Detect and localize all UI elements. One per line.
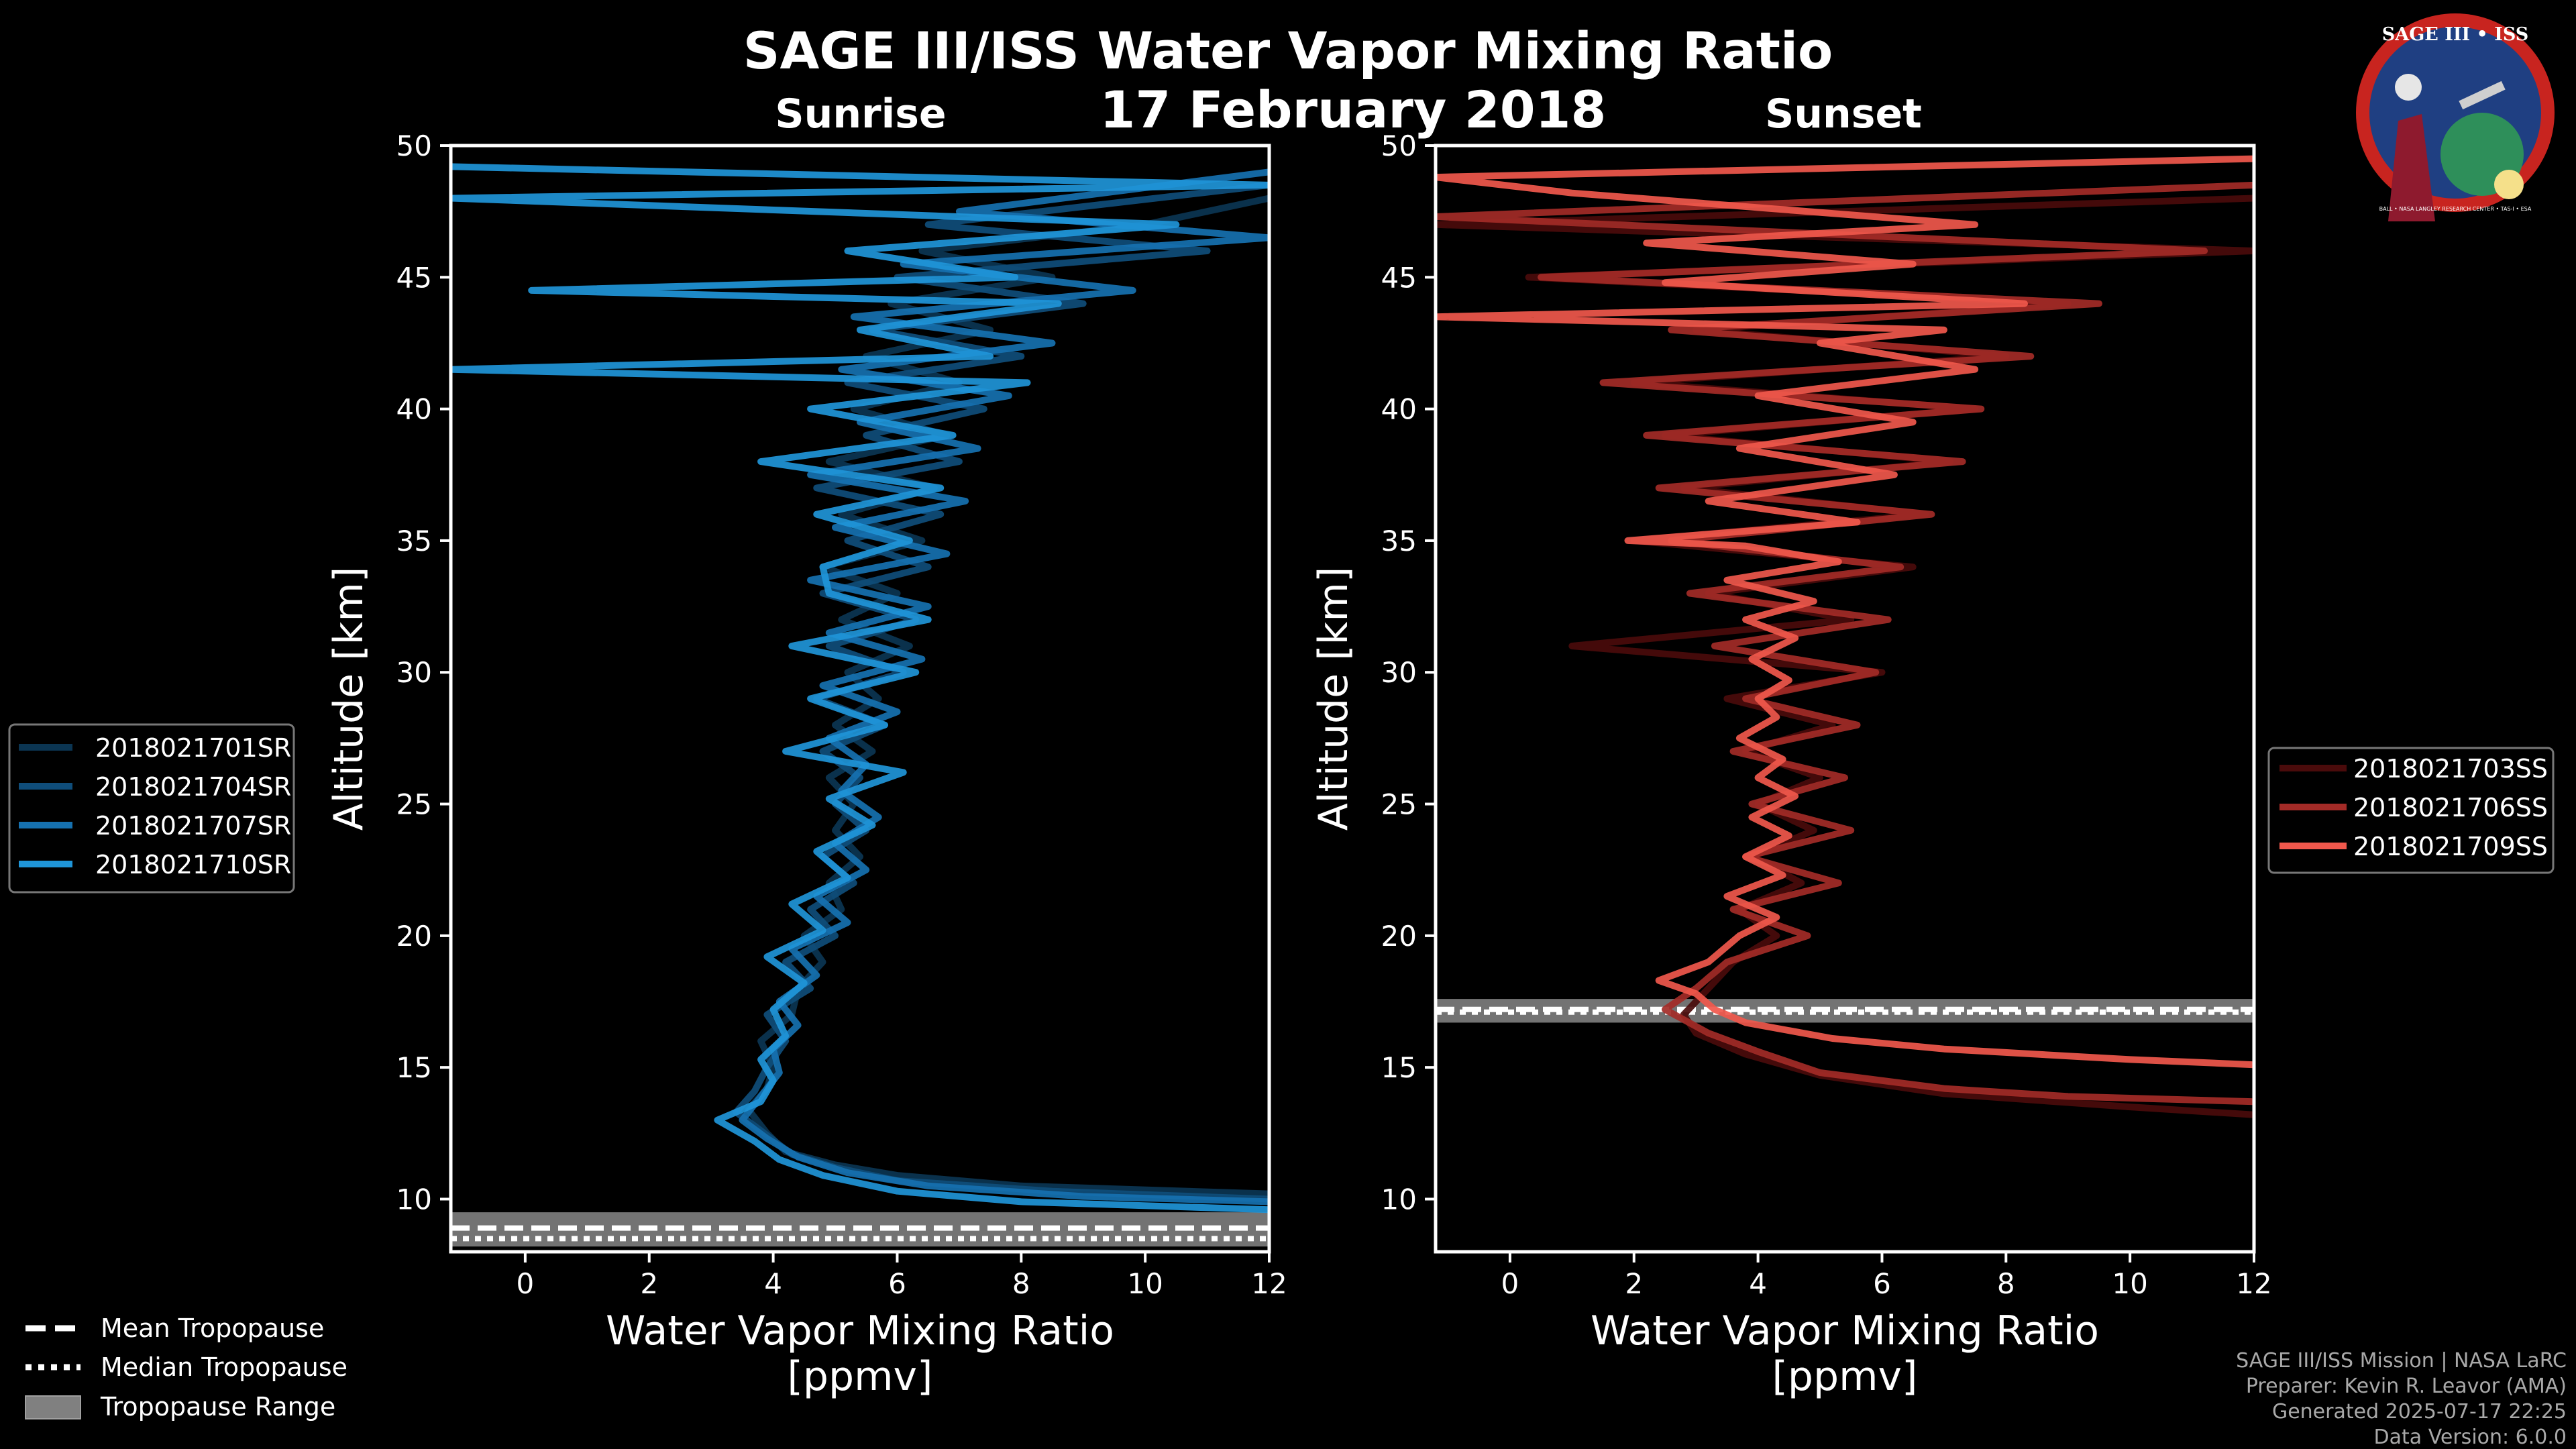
astronomer-figure-icon: [2388, 114, 2435, 221]
sunset-title: Sunset: [1765, 91, 1922, 138]
sunset-legend-label-2018021703SS: 2018021703SS: [2353, 754, 2548, 784]
sunset-x-tick-label: 4: [1749, 1267, 1767, 1300]
sunset-legend-items: 2018021703SS 2018021706SS 2018021709SS: [2279, 754, 2548, 861]
sunrise-legend-items: 2018021701SR 2018021704SR 2018021707SR 2018…: [19, 733, 291, 879]
logo-name: SAGE III • ISS: [2382, 24, 2528, 45]
figure-title: SAGE III/ISS Water Vapor Mixing Ratio: [743, 21, 1833, 80]
sunset-legend-label-2018021709SS: 2018021709SS: [2353, 832, 2548, 861]
sunrise-axes-frame: [449, 144, 1271, 1254]
sunset-series-line-2018021706SS: [1436, 181, 2254, 1106]
mean-tropopause-label: Mean Tropopause: [101, 1313, 324, 1343]
sunset-y-tick-label: 15: [1381, 1051, 1417, 1084]
sunset-x-axis-label: [ppmv]: [1772, 1353, 1918, 1400]
sunset-x-tick-label: 12: [2236, 1267, 2271, 1300]
sunrise-legend-label-2018021707SR: 2018021707SR: [95, 811, 291, 841]
credit-mission: SAGE III/ISS Mission | NASA LaRC: [2236, 1349, 2567, 1373]
sunrise-series-line-2018021710SR: [451, 163, 1269, 1214]
sunrise-plot-area: [451, 163, 1269, 1247]
sunrise-x-tick-label: 8: [1012, 1267, 1030, 1300]
sunset-axes-frame: [1434, 144, 2256, 1254]
sunrise-legend-label-2018021701SR: 2018021701SR: [95, 733, 291, 763]
sunset-y-tick-label: 30: [1381, 656, 1417, 689]
credit-generated: Generated 2025-07-17 22:25: [2272, 1400, 2567, 1424]
sunset-y-tick-label: 50: [1381, 129, 1417, 162]
sunrise-legend: 2018021701SR 2018021704SR 2018021707SR 2018…: [8, 723, 295, 894]
sunset-x-axis-label: Water Vapor Mixing Ratio: [1591, 1307, 2099, 1354]
sunset-x-tick-label: 0: [1501, 1267, 1519, 1300]
sunrise-y-tick-label: 10: [396, 1183, 432, 1216]
sunset-y-tick-label: 35: [1381, 525, 1417, 557]
sunset-y-tick-label: 10: [1381, 1183, 1417, 1216]
logo-ring-text: BALL • NASA LANGLEY RESEARCH CENTER • TA…: [2379, 206, 2532, 212]
sunrise-y-tick-label: 20: [396, 920, 432, 953]
space-station-icon: [2459, 80, 2506, 110]
sunset-plot-area: [1436, 155, 2254, 1118]
sunset-x-tick-label: 10: [2112, 1267, 2147, 1300]
sunrise-x-tick-label: 10: [1127, 1267, 1163, 1300]
credit-data-version: Data Version: 6.0.0: [2374, 1426, 2567, 1449]
sunrise-y-tick-label: 45: [396, 261, 432, 294]
sunset-series-line-2018021709SS: [1436, 155, 2254, 1069]
sunset-y-tick-label: 40: [1381, 393, 1417, 426]
sunrise-y-tick-label: 30: [396, 656, 432, 689]
sunset-x-tick-label: 8: [1997, 1267, 2015, 1300]
sunrise-y-tick-label: 40: [396, 393, 432, 426]
sunrise-title: Sunrise: [775, 91, 946, 138]
tropopause-legend: Mean Tropopause Median Tropopause Tropop…: [25, 1313, 347, 1421]
sunset-legend-box: [2267, 747, 2555, 874]
credits: SAGE III/ISS Mission | NASA LaRC Prepare…: [2236, 1349, 2567, 1449]
sunrise-legend-label-2018021710SR: 2018021710SR: [95, 850, 291, 879]
sunrise-x-tick-label: 0: [517, 1267, 535, 1300]
sunrise-x-tick-label: 12: [1251, 1267, 1287, 1300]
sunset-y-tick-label: 25: [1381, 788, 1417, 821]
sunset-legend: 2018021703SS 2018021706SS 2018021709SS: [2267, 747, 2555, 874]
figure-date: 17 February 2018: [1100, 80, 1607, 140]
sunrise-y-tick-label: 25: [396, 788, 432, 821]
tropopause-range-label: Tropopause Range: [100, 1392, 335, 1421]
sunset-x-tick-label: 6: [1873, 1267, 1891, 1300]
sunrise-x-tick-label: 2: [640, 1267, 658, 1300]
mission-logo: SAGE III • ISS BALL • NASA LANGLEY RESEA…: [2356, 13, 2555, 221]
moon-icon: [2395, 74, 2422, 101]
credit-preparer: Preparer: Kevin R. Leavor (AMA): [2246, 1375, 2567, 1398]
tropopause-range-swatch: [25, 1395, 81, 1419]
median-tropopause-label: Median Tropopause: [101, 1352, 347, 1382]
sunrise-x-axis-label: [ppmv]: [788, 1353, 933, 1400]
sunrise-y-tick-label: 50: [396, 129, 432, 162]
sunrise-chart: 0 2 4 6 8 10 12 10 15 20 25 30 35 40 45 50 Water Vapor M…: [325, 129, 1287, 1400]
sunrise-x-tick-label: 4: [764, 1267, 782, 1300]
sunset-legend-label-2018021706SS: 2018021706SS: [2353, 793, 2548, 822]
sunrise-y-axis-label: Altitude [km]: [325, 567, 372, 831]
sunrise-x-axis-label: Water Vapor Mixing Ratio: [606, 1307, 1114, 1354]
sunset-chart: 0 2 4 6 8 10 12 10 15 20 25 30 35 40 45 50 Water Vapor M…: [1310, 129, 2272, 1400]
sunset-y-tick-label: 20: [1381, 920, 1417, 953]
sunset-y-tick-label: 45: [1381, 261, 1417, 294]
sun-icon: [2494, 170, 2524, 199]
sunrise-x-tick-label: 6: [888, 1267, 906, 1300]
sunset-x-tick-label: 2: [1625, 1267, 1643, 1300]
sunrise-y-tick-label: 35: [396, 525, 432, 557]
sunrise-legend-label-2018021704SR: 2018021704SR: [95, 772, 291, 802]
sunrise-y-tick-label: 15: [396, 1051, 432, 1084]
sunrise-legend-box: [8, 723, 295, 894]
sunset-y-axis-label: Altitude [km]: [1310, 567, 1357, 831]
